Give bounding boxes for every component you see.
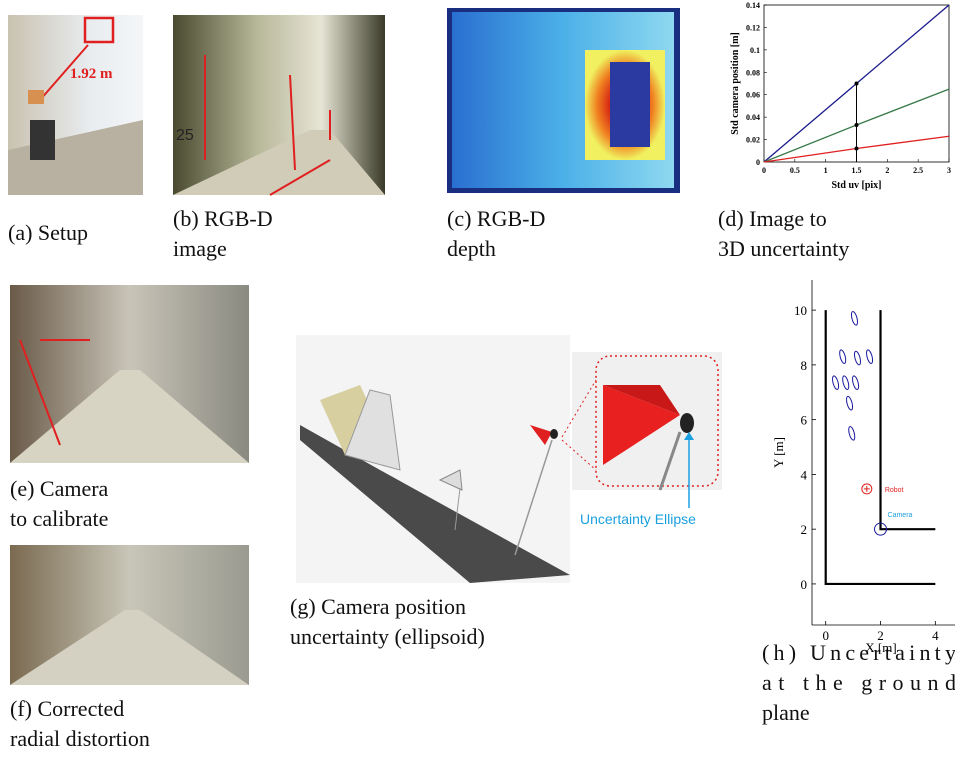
robot-cross: [864, 486, 870, 492]
x-tick-label: 1: [824, 166, 828, 175]
camera-label: Camera: [888, 512, 913, 519]
annotation: 1.92 m: [70, 66, 113, 82]
uncertainty-ellipse: [838, 349, 846, 364]
caption: (g) Camera position: [290, 594, 466, 619]
caption: (f) Corrected: [10, 696, 124, 721]
caption: radial distortion: [10, 726, 150, 751]
caption: to calibrate: [10, 506, 108, 531]
caption: (a) Setup: [8, 220, 88, 245]
uncertainty-ellipse: [853, 351, 861, 366]
caption: uncertainty (ellipsoid): [290, 624, 485, 649]
caption: at the ground: [762, 670, 955, 695]
y-axis-label: Std camera position [m]: [730, 32, 741, 135]
y-tick-label: 6: [801, 413, 808, 428]
x-tick-label: 1.5: [852, 166, 862, 175]
y-tick-label: 0.06: [746, 91, 760, 100]
wall: [881, 310, 936, 529]
y-tick-label: 0: [756, 158, 760, 167]
y-tick-label: 0.04: [746, 113, 760, 122]
photo-rgb: [173, 15, 385, 195]
annotation: 25: [176, 127, 194, 144]
y-tick-label: 0.12: [746, 23, 760, 32]
x-tick-label: 2: [885, 166, 889, 175]
y-tick-label: 10: [794, 303, 807, 318]
y-tick-label: 0.08: [746, 68, 760, 77]
uncertainty-ellipse: [850, 311, 858, 326]
uncertainty-ellipse: [831, 375, 839, 390]
figure: (a) Setup (b) RGB-D image (c) RGB-D depth (d)…: [0, 0, 955, 764]
caption: 3D uncertainty: [718, 236, 849, 261]
y-tick-label: 4: [801, 467, 808, 482]
point: [855, 147, 859, 151]
render-3d: [296, 335, 722, 583]
photo-camera: [10, 285, 249, 463]
photo-setup: [8, 15, 143, 195]
caption: (e) Camera: [10, 476, 109, 501]
uncertainty-ellipse: [845, 396, 853, 411]
x-tick-label: 0.5: [790, 166, 800, 175]
photo-depth: [447, 8, 680, 193]
point: [855, 123, 859, 127]
y-tick-label: 0.14: [746, 1, 760, 10]
x-tick-label: 2.5: [913, 166, 923, 175]
uncertainty-ellipse: [841, 375, 849, 390]
uncertainty-ellipse: [851, 375, 859, 390]
caption: (c) RGB-D: [447, 206, 545, 231]
x-tick-label: 0: [822, 628, 829, 643]
caption: (d) Image to: [718, 206, 827, 231]
caption: depth: [447, 236, 496, 261]
y-tick-label: 8: [801, 358, 808, 373]
caption: image: [173, 236, 227, 261]
caption: (h) Uncertainty: [762, 640, 955, 665]
x-tick-label: 0: [762, 166, 766, 175]
y-tick-label: 0.1: [750, 46, 760, 55]
robot-label: Robot: [885, 487, 904, 494]
y-tick-label: 2: [801, 522, 808, 537]
y-tick-label: 0.02: [746, 136, 760, 145]
caption: plane: [762, 700, 810, 725]
annotation: Uncertainty Ellipse: [580, 511, 696, 527]
caption: (b) RGB-D: [173, 206, 273, 231]
uncertainty-ellipse: [848, 426, 856, 441]
x-axis-label: Std uv [pix]: [831, 180, 881, 191]
y-tick-label: 0: [801, 577, 808, 592]
point: [855, 82, 859, 86]
y-axis-label: Y [m]: [771, 437, 786, 468]
x-tick-label: 3: [947, 166, 951, 175]
x-tick-label: 4: [932, 628, 939, 643]
uncertainty-ellipse: [865, 349, 873, 364]
photo-corrected: [10, 545, 249, 685]
x-axis-label: X [m]: [865, 640, 896, 655]
